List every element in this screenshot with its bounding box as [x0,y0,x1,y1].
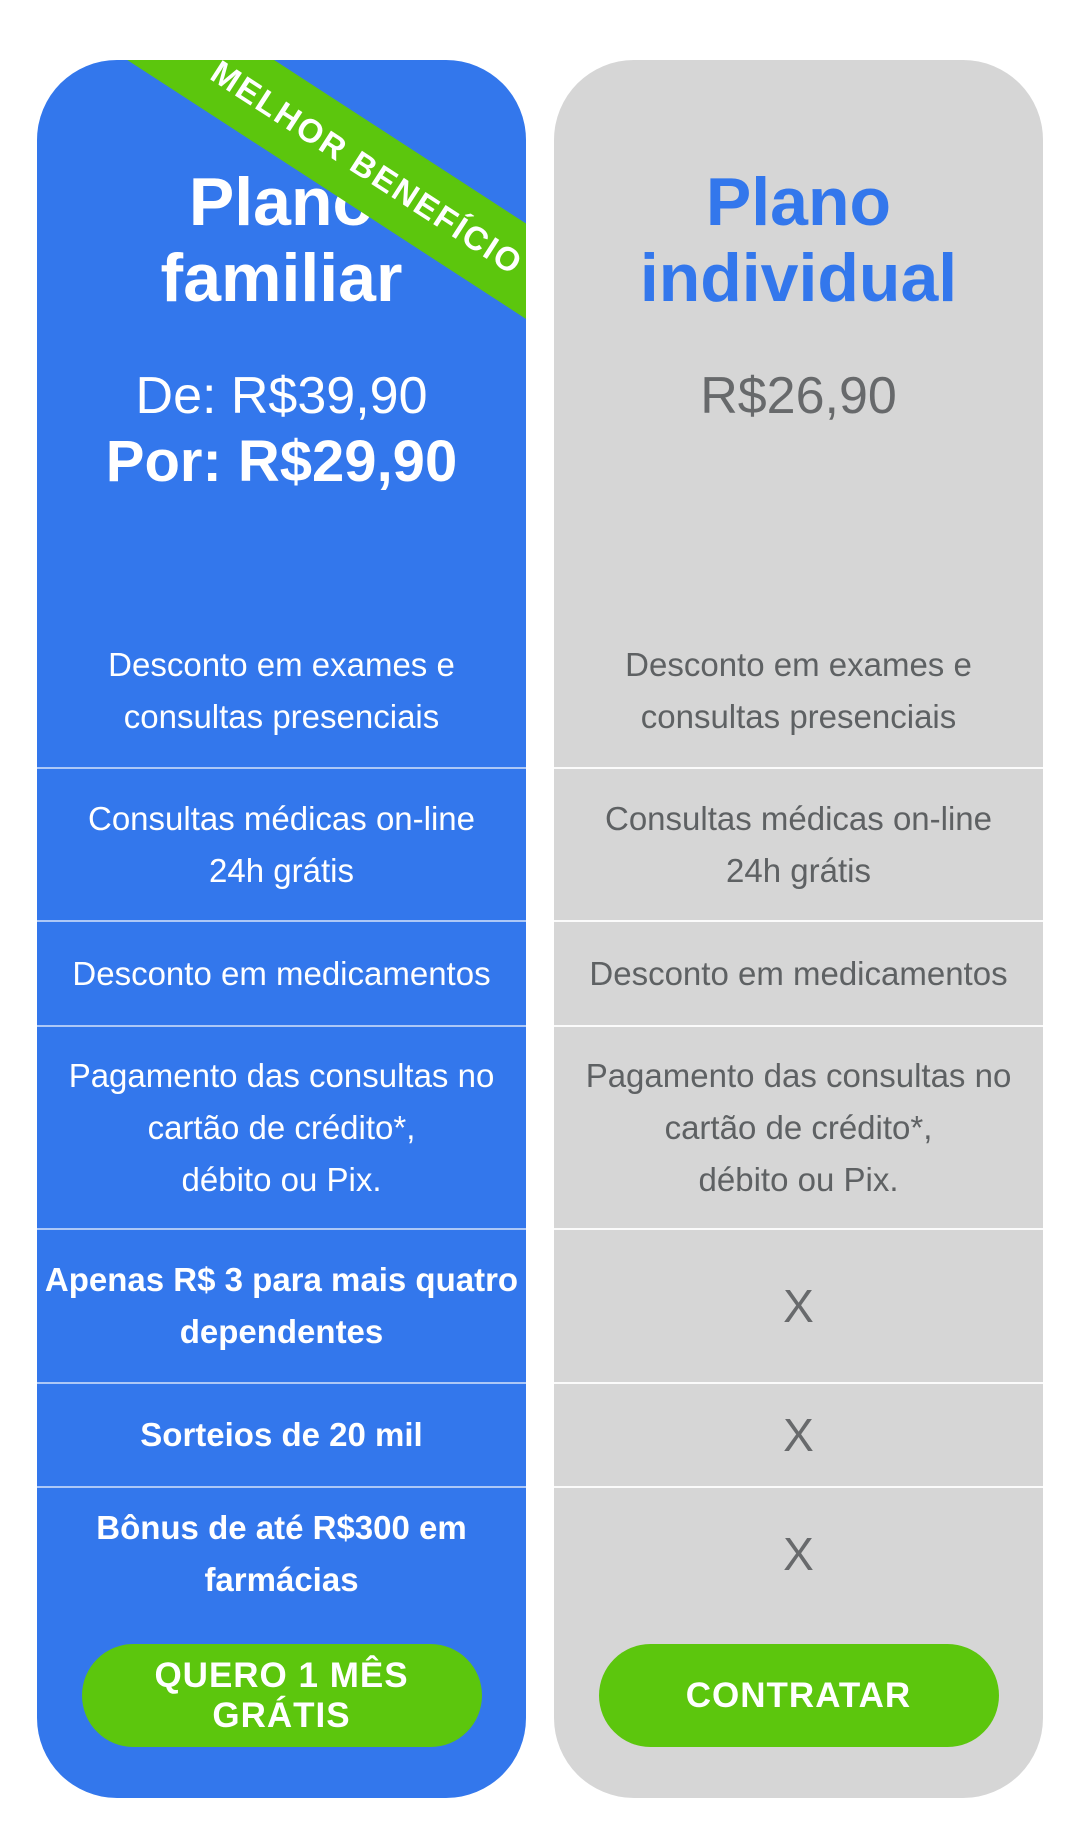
feature-line: Desconto em medicamentos [589,954,1008,992]
feature-row: Apenas R$ 3 para mais quatro dependentes [37,1228,526,1382]
plan-title-individual: Plano individual [640,164,957,316]
price: R$26,90 [700,367,897,425]
feature-row: Consultas médicas on-line 24h grátis [554,767,1043,920]
plan-card-individual: Plano individual R$26,90 Desconto em exa… [554,60,1043,1798]
feature-line: débito ou Pix. [181,1160,382,1198]
feature-line: Sorteios de 20 mil [140,1416,423,1453]
feature-line: consultas presenciais [123,697,440,735]
feature-row: X [554,1486,1043,1620]
feature-line: consultas presenciais [640,697,957,735]
feature-line: Pagamento das consultas no [585,1056,1012,1094]
not-included-x-mark: X [783,1280,814,1332]
plan-card-familiar: MELHOR BENEFÍCIO Plano familiar De: R$39… [37,60,526,1798]
plan-individual-header: Plano individual R$26,90 [554,60,1043,614]
feature-line: Consultas médicas on-line [604,799,993,837]
feature-line: Pagamento das consultas no [68,1056,495,1094]
feature-line: Apenas R$ 3 para mais quatro [44,1261,519,1298]
feature-line: 24h grátis [209,851,354,889]
cta-individual-button[interactable]: CONTRATAR [598,1644,999,1747]
feature-line: cartão de crédito*, [147,1108,416,1146]
feature-row: Desconto em medicamentos [554,920,1043,1025]
feature-row: Bônus de até R$300 em farmácias [37,1486,526,1620]
title-line: individual [639,240,958,316]
title-line: Plano [705,164,892,240]
not-included-x-mark: X [783,1528,814,1580]
feature-row: Desconto em medicamentos [37,920,526,1025]
not-included-x-mark: X [783,1409,814,1461]
feature-line: dependentes [179,1313,384,1350]
feature-row: Desconto em exames e consultas presencia… [554,614,1043,767]
price-block: De: R$39,90 Por: R$29,90 [106,364,457,496]
feature-list-individual: Desconto em exames e consultas presencia… [554,614,1043,1620]
feature-line: débito ou Pix. [698,1160,899,1198]
feature-line: farmácias [204,1561,359,1598]
price-new: Por: R$29,90 [105,429,458,494]
feature-row: Pagamento das consultas no cartão de cré… [37,1025,526,1228]
feature-row: X [554,1228,1043,1382]
feature-row: Pagamento das consultas no cartão de cré… [554,1025,1043,1228]
feature-line: Bônus de até R$300 em [96,1509,467,1546]
feature-row: Desconto em exames e consultas presencia… [37,614,526,767]
feature-line: 24h grátis [726,851,871,889]
feature-line: Desconto em exames e [108,645,455,683]
feature-row: Consultas médicas on-line 24h grátis [37,767,526,920]
feature-line: cartão de crédito*, [664,1108,933,1146]
feature-line: Consultas médicas on-line [87,799,476,837]
cta-area: CONTRATAR [554,1644,1043,1747]
feature-line: Desconto em medicamentos [72,954,491,992]
feature-row: X [554,1382,1043,1486]
title-line: familiar [160,240,403,316]
feature-line: Desconto em exames e [625,645,972,683]
feature-row: Sorteios de 20 mil [37,1382,526,1486]
cta-familiar-button[interactable]: QUERO 1 MÊS GRÁTIS [81,1644,482,1747]
feature-list-familiar: Desconto em exames e consultas presencia… [37,614,526,1620]
cta-area: QUERO 1 MÊS GRÁTIS [37,1644,526,1747]
price-old: De: R$39,90 [135,367,428,425]
